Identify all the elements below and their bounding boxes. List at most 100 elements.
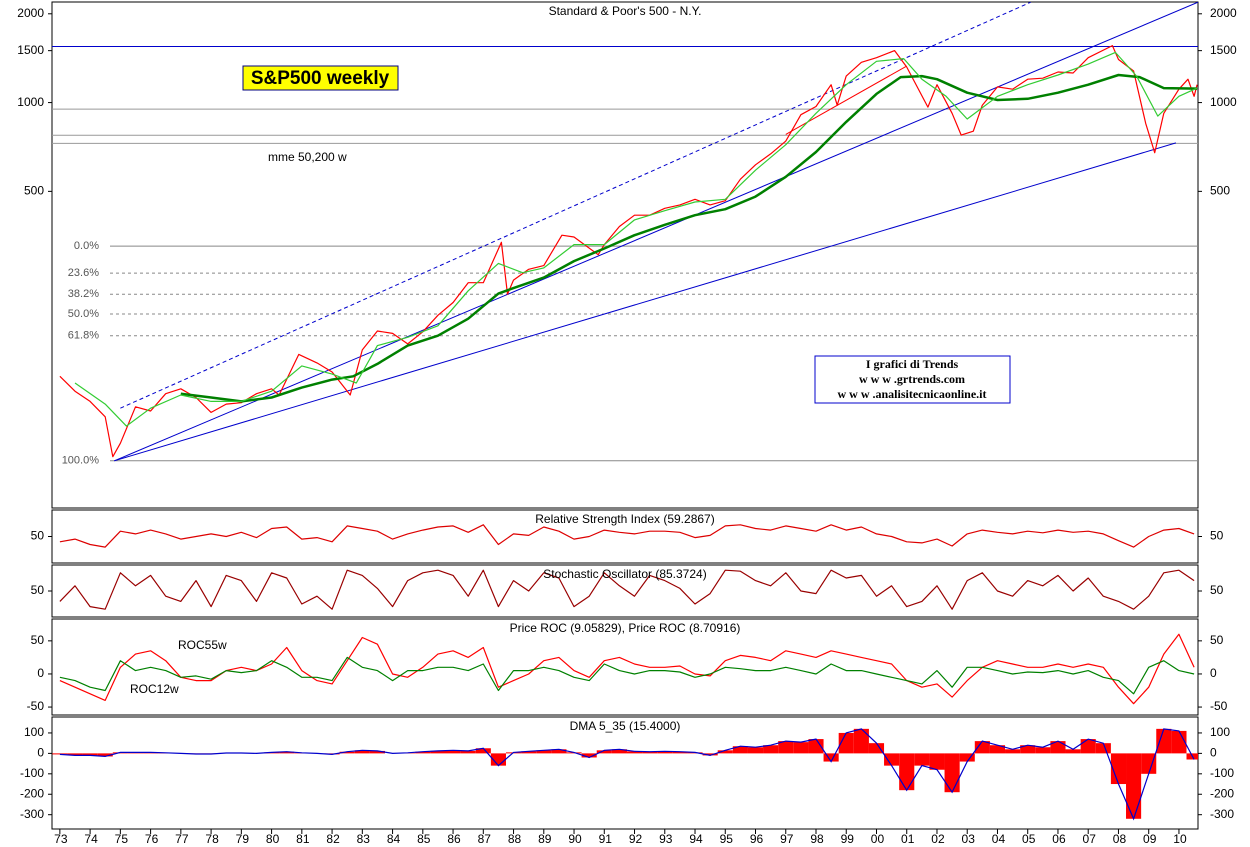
bar: [899, 753, 915, 791]
x-tick-label: 92: [629, 832, 643, 846]
x-tick-label: 80: [266, 832, 280, 846]
bar: [944, 753, 960, 793]
panel-frame: [51, 618, 1199, 716]
trend-line: [120, 2, 1031, 409]
bar: [521, 751, 537, 754]
bar: [959, 753, 975, 762]
bar: [82, 753, 98, 756]
y-tick-label: -50: [1210, 699, 1228, 713]
bar: [581, 753, 597, 758]
trend-line: [114, 2, 1198, 462]
label-box: [242, 65, 399, 91]
bar: [838, 732, 854, 754]
x-tick-label: 82: [326, 832, 340, 846]
plot-area: [52, 2, 1198, 462]
series-label: ROC12w: [130, 682, 179, 696]
x-tick-label: 87: [478, 832, 492, 846]
x-tick-label: 03: [962, 832, 976, 846]
bar: [1156, 728, 1172, 754]
y-tick-label: 1500: [17, 43, 44, 57]
panel-title: Standard & Poor's 500 - N.Y.: [549, 4, 702, 18]
y-tick-label: 50: [1210, 529, 1224, 543]
fib-label: 23.6%: [68, 267, 99, 279]
series-line: [180, 73, 1198, 403]
y-tick-label: 50: [1210, 633, 1224, 647]
bar: [279, 751, 295, 754]
x-tick-label: 06: [1052, 832, 1066, 846]
bar: [1171, 730, 1187, 754]
bar: [369, 750, 386, 754]
trend-line: [114, 142, 1177, 462]
bar: [415, 751, 431, 754]
panel-title: Relative Strength Index (59.2867): [535, 512, 714, 526]
panel-title: Price ROC (9.05829), Price ROC (8.70916): [510, 621, 741, 635]
y-tick-label: 2000: [17, 6, 44, 20]
x-tick-label: 76: [145, 832, 159, 846]
bar: [611, 749, 627, 754]
bar: [853, 728, 869, 754]
bar: [989, 745, 1006, 754]
bar: [702, 753, 718, 756]
ma-label: mme 50,200 w: [268, 150, 347, 164]
x-tick-label: 75: [115, 832, 129, 846]
panel-frame: [51, 1, 1199, 509]
bar: [672, 751, 688, 754]
x-tick-label: 84: [387, 832, 401, 846]
y-tick-label: -200: [1210, 786, 1234, 800]
bar: [430, 750, 446, 754]
y-tick-label: -300: [20, 807, 44, 821]
bar: [717, 750, 733, 754]
plot-area: [59, 569, 1195, 610]
y-tick-label: 0: [37, 666, 44, 680]
bar: [929, 753, 945, 770]
credits-box: [814, 355, 1011, 404]
series-line: [59, 656, 1195, 695]
bar: [974, 741, 990, 754]
x-tick-label: 88: [508, 832, 522, 846]
y-tick-label: -100: [1210, 766, 1234, 780]
credits-line: w w w .grtrends.com: [859, 372, 965, 386]
x-tick-label: 74: [84, 832, 98, 846]
bar: [475, 748, 491, 754]
y-tick-label: -200: [20, 786, 44, 800]
x-tick-label: 94: [689, 832, 703, 846]
x-tick-label: 02: [931, 832, 945, 846]
y-tick-label: 500: [24, 184, 44, 198]
series-line: [74, 51, 1198, 427]
bar: [1005, 749, 1021, 754]
panel-title: Stochastic Oscillator (85.3724): [543, 567, 706, 581]
x-tick-label: 83: [357, 832, 371, 846]
x-tick-label: 89: [538, 832, 552, 846]
series-line: [59, 633, 1195, 705]
y-tick-label: -100: [20, 766, 44, 780]
y-tick-label: 0: [37, 746, 44, 760]
x-tick-label: 96: [750, 832, 764, 846]
y-tick-label: -300: [1210, 807, 1234, 821]
y-tick-label: 0: [1210, 666, 1217, 680]
x-tick-label: 73: [54, 832, 68, 846]
plot-area: [59, 633, 1195, 705]
bar: [1020, 745, 1036, 754]
bar: [445, 750, 461, 754]
credits-line: w w w .analisitecnicaonline.it: [838, 387, 987, 401]
series-label: ROC55w: [178, 638, 227, 652]
bar: [551, 749, 567, 754]
x-tick-label: 10: [1173, 832, 1187, 846]
panel-frame: [51, 564, 1199, 618]
y-tick-label: 1000: [1210, 95, 1237, 109]
x-tick-label: 90: [568, 832, 582, 846]
bar: [1095, 743, 1111, 754]
chart-label: S&P500 weekly: [251, 68, 390, 89]
x-tick-label: 01: [901, 832, 915, 846]
y-tick-label: 1500: [1210, 43, 1237, 57]
bar: [536, 750, 552, 754]
x-tick-label: 97: [780, 832, 794, 846]
y-tick-label: 50: [1210, 583, 1224, 597]
x-tick-label: 86: [447, 832, 461, 846]
x-tick-label: 77: [175, 832, 189, 846]
bar: [642, 751, 658, 754]
fib-label: 50.0%: [68, 308, 99, 320]
bar: [1126, 753, 1142, 819]
